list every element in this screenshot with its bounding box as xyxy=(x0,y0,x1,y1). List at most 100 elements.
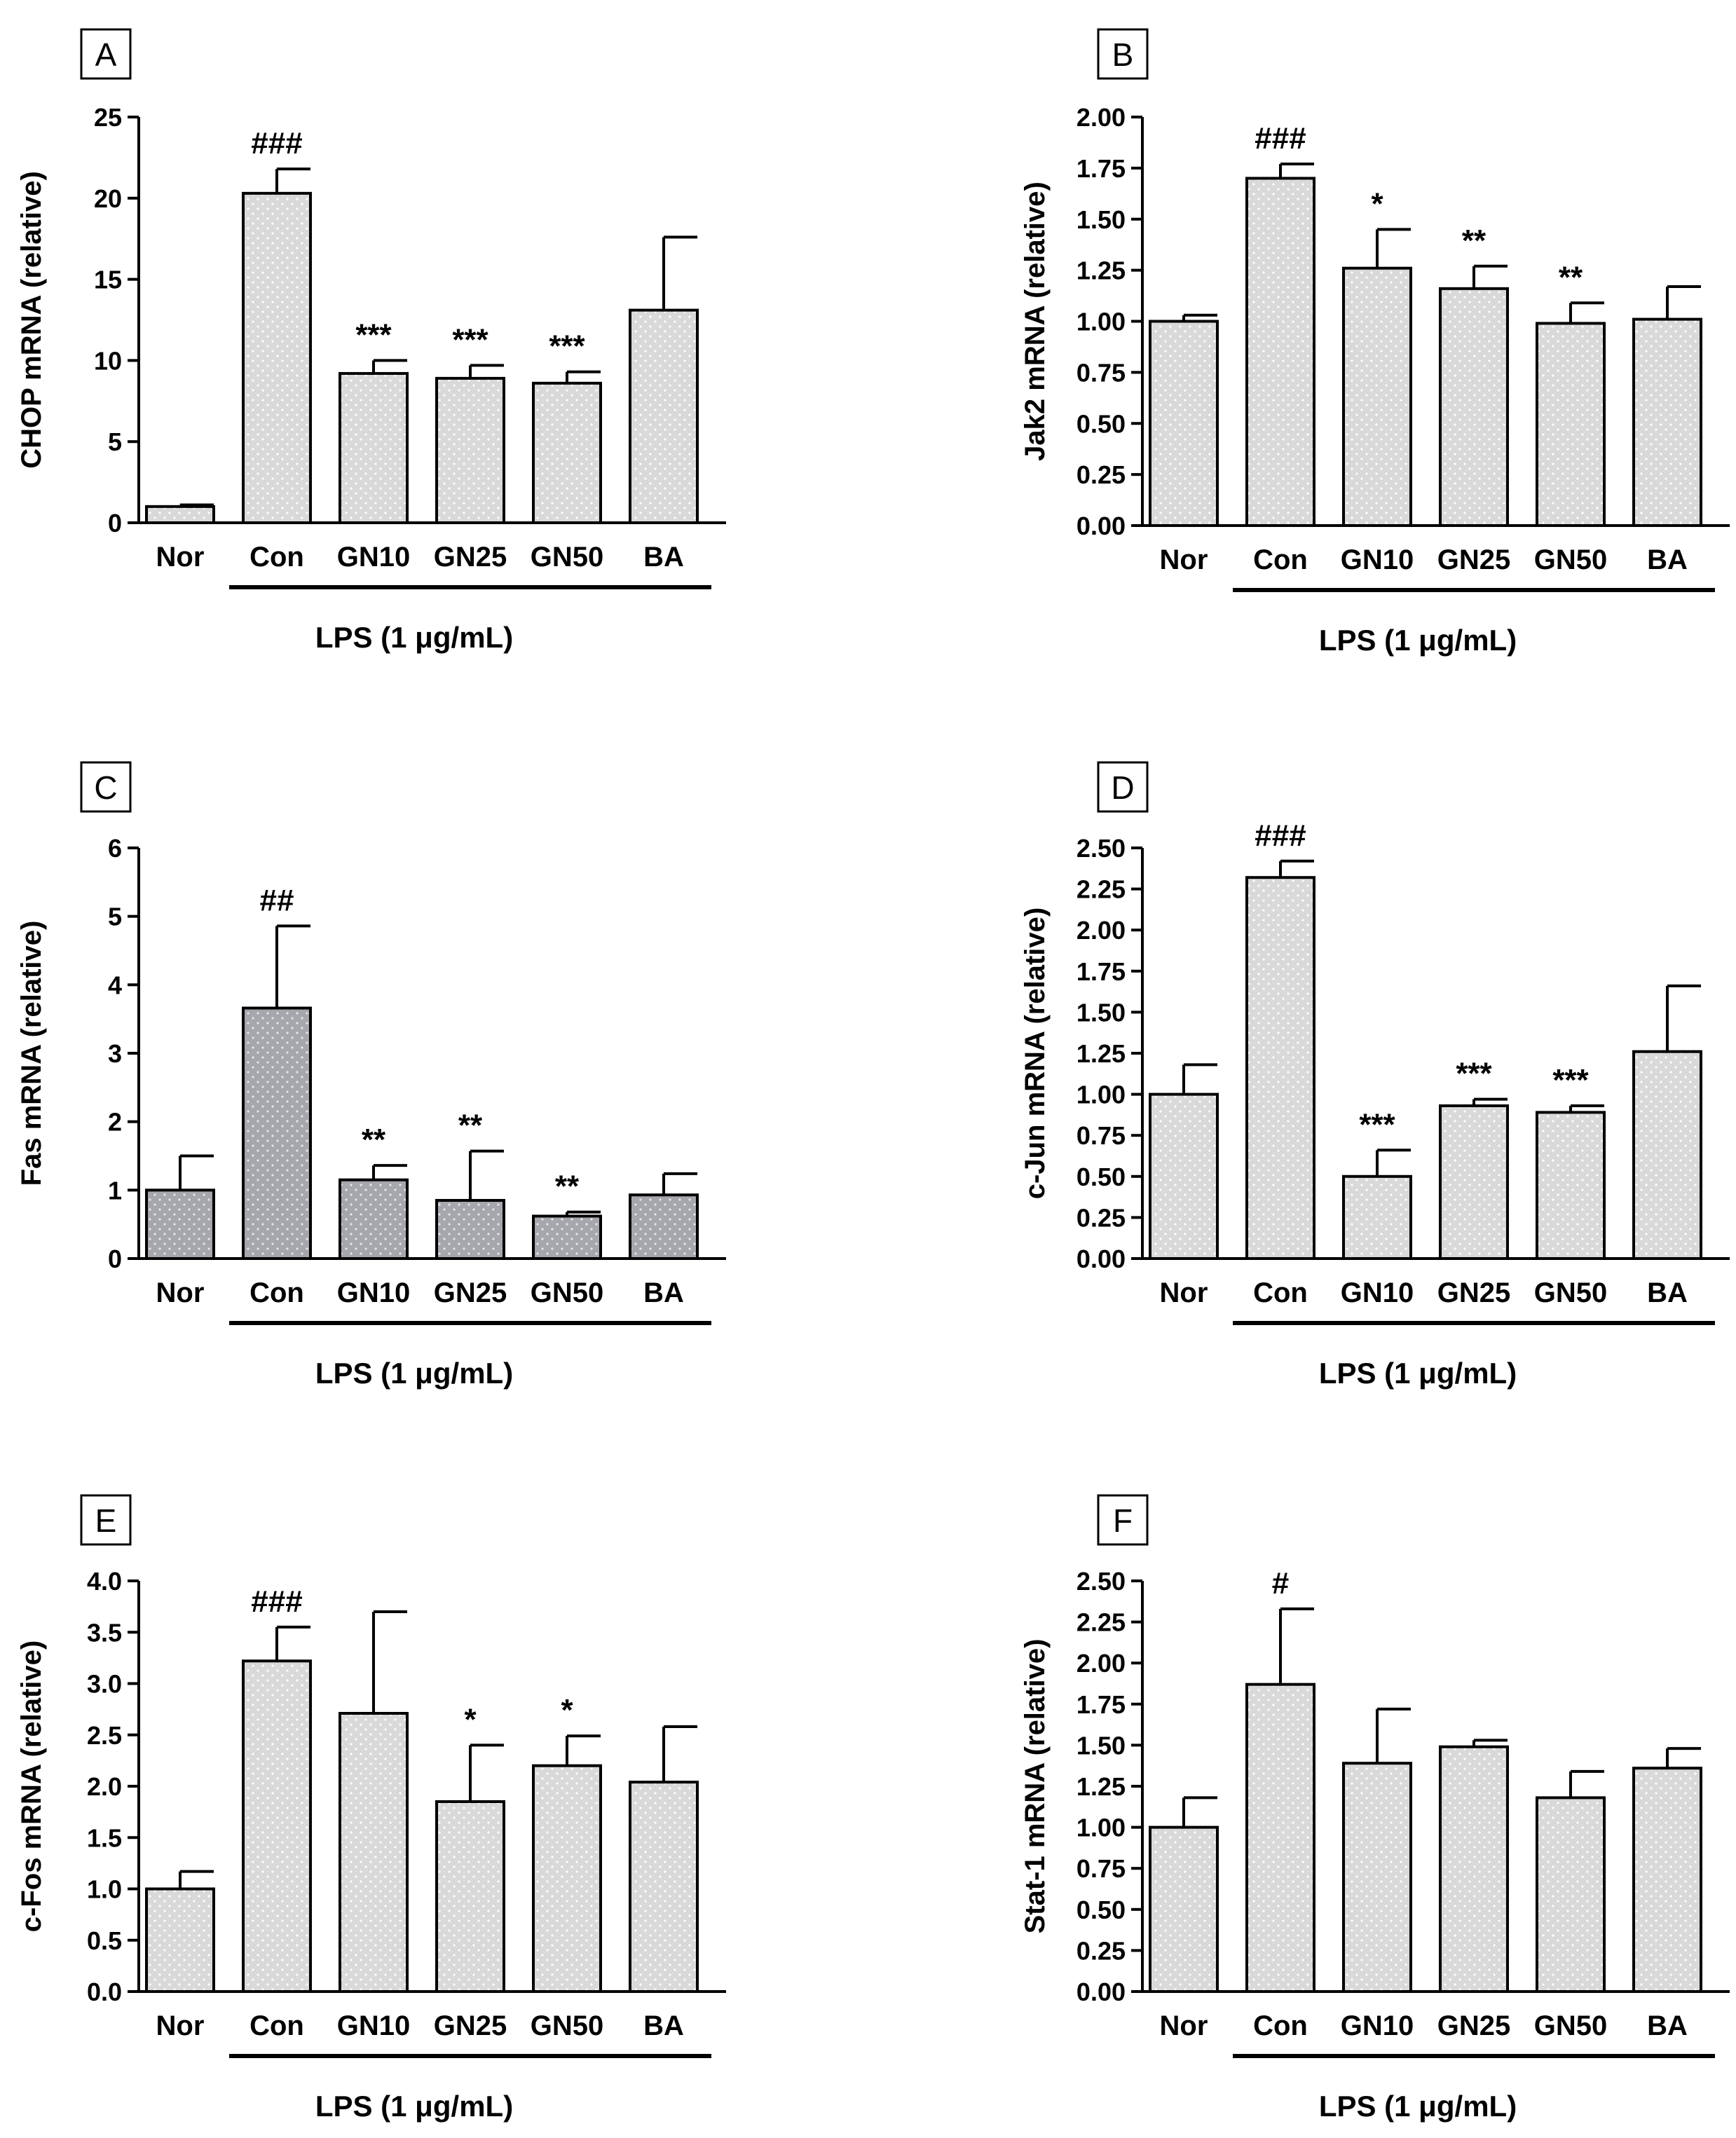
y-axis-label: c-Jun mRNA (relative) xyxy=(1020,907,1051,1199)
panel-letter: D xyxy=(1111,769,1134,806)
panel-letter-box xyxy=(80,1494,132,1546)
significance-label: ### xyxy=(1255,818,1306,853)
significance-label: *** xyxy=(1456,1057,1492,1091)
bar-ba xyxy=(1632,317,1702,527)
y-tick-label: 1.75 xyxy=(1077,957,1126,986)
panel-letter-box xyxy=(80,28,132,80)
category-label-ba: BA xyxy=(643,542,684,573)
lps-label: LPS (1 μg/mL) xyxy=(315,621,513,654)
y-tick-label: 1.00 xyxy=(1077,308,1126,336)
y-tick-label: 1 xyxy=(108,1176,122,1205)
lps-label: LPS (1 μg/mL) xyxy=(1319,624,1517,657)
chart-panel-b: B 0.00 0.25 0.50 0.75 1.00 1.25 1.50 1.75 2.00 Jak… xyxy=(1020,28,1730,657)
y-tick-label: 1.0 xyxy=(87,1875,122,1904)
category-label-gn50: GN50 xyxy=(531,2010,604,2041)
y-axis-label: Jak2 mRNA (relative) xyxy=(1020,181,1051,461)
bar-gn10 xyxy=(339,1178,409,1261)
category-label-gn50: GN50 xyxy=(1534,544,1608,575)
category-label-gn10: GN10 xyxy=(1341,1277,1414,1308)
significance-label: # xyxy=(1272,1566,1289,1601)
y-tick-label: 2.5 xyxy=(87,1721,122,1750)
bar-gn25 xyxy=(1439,287,1509,527)
panel-letter: B xyxy=(1112,36,1134,73)
bar-nor xyxy=(145,1887,215,1993)
panel-letter: E xyxy=(95,1502,117,1539)
category-label-nor: Nor xyxy=(156,1277,205,1308)
y-tick-label: 0.50 xyxy=(1077,1163,1126,1191)
y-tick-label: 0.50 xyxy=(1077,409,1126,438)
bar-ba xyxy=(629,308,699,524)
bar-ba xyxy=(629,1781,699,1993)
panel-letter-box xyxy=(80,761,132,813)
y-tick-label: 1.5 xyxy=(87,1823,122,1852)
y-tick-label: 1.50 xyxy=(1077,205,1126,234)
panel-letter-box xyxy=(1097,28,1149,80)
lps-label: LPS (1 μg/mL) xyxy=(1319,2090,1517,2123)
y-tick-label: 1.00 xyxy=(1077,1081,1126,1109)
significance-label: *** xyxy=(1359,1107,1395,1142)
y-tick-label: 10 xyxy=(94,346,122,375)
significance-label: * xyxy=(561,1693,573,1727)
bar-gn10 xyxy=(1342,266,1412,527)
category-label-gn10: GN10 xyxy=(1341,2010,1414,2041)
category-label-ba: BA xyxy=(1647,1277,1688,1308)
significance-label: ** xyxy=(458,1109,483,1143)
y-tick-label: 0.75 xyxy=(1077,358,1126,387)
panel-letter-box xyxy=(1097,1494,1149,1546)
y-tick-label: 1.25 xyxy=(1077,1772,1126,1801)
chart-panel-f: F 0.00 0.25 0.50 0.75 1.00 1.25 1.50 1.75 2.00 2.2… xyxy=(1020,1494,1730,2123)
chart-panel-d: D 0.00 0.25 0.50 0.75 1.00 1.25 1.50 1.75 2.00 2.2… xyxy=(1020,761,1730,1390)
significance-label: ### xyxy=(251,1584,302,1619)
y-axis-label: c-Fos mRNA (relative) xyxy=(16,1640,47,1932)
bar-con xyxy=(1245,876,1315,1260)
y-tick-label: 5 xyxy=(108,427,122,456)
bar-nor xyxy=(145,505,215,525)
category-label-gn25: GN25 xyxy=(434,1277,507,1308)
bar-con xyxy=(242,191,312,524)
category-label-con: Con xyxy=(1253,544,1308,575)
category-label-gn10: GN10 xyxy=(337,1277,411,1308)
lps-label: LPS (1 μg/mL) xyxy=(315,2090,513,2123)
significance-label: ** xyxy=(1462,224,1486,258)
significance-label: ### xyxy=(1255,121,1306,156)
bar-gn25 xyxy=(435,376,505,524)
y-tick-label: 1.50 xyxy=(1077,998,1126,1027)
y-axis-label: Fas mRNA (relative) xyxy=(16,921,47,1186)
bar-ba xyxy=(1632,1767,1702,1994)
y-tick-label: 0.25 xyxy=(1077,1203,1126,1232)
panel-letter: A xyxy=(95,36,117,73)
category-label-gn10: GN10 xyxy=(337,2010,411,2041)
y-tick-label: 0.00 xyxy=(1077,1978,1126,2006)
y-tick-label: 0.0 xyxy=(87,1978,122,2006)
bar-gn50 xyxy=(532,1214,602,1260)
y-tick-label: 0.25 xyxy=(1077,460,1126,489)
y-tick-label: 6 xyxy=(108,834,122,863)
lps-label: LPS (1 μg/mL) xyxy=(315,1357,513,1390)
category-label-gn50: GN50 xyxy=(1534,1277,1608,1308)
bar-gn25 xyxy=(435,1800,505,1994)
chart-panel-e: E 0.0 0.5 1.0 1.5 2.0 2.5 3.0 3.5 4.0 c-Fos mRNA (… xyxy=(16,1494,726,2123)
significance-label: *** xyxy=(1552,1063,1589,1097)
y-tick-label: 15 xyxy=(94,266,122,294)
bar-con xyxy=(242,1659,312,1994)
category-label-con: Con xyxy=(250,1277,304,1308)
significance-label: *** xyxy=(452,322,488,357)
category-label-gn25: GN25 xyxy=(1437,2010,1511,2041)
y-tick-label: 0 xyxy=(108,509,122,537)
category-label-nor: Nor xyxy=(1160,2010,1208,2041)
category-label-nor: Nor xyxy=(156,542,205,573)
category-label-ba: BA xyxy=(643,2010,684,2041)
category-label-nor: Nor xyxy=(1160,544,1208,575)
y-tick-label: 4 xyxy=(108,971,122,999)
category-label-con: Con xyxy=(1253,2010,1308,2041)
category-label-ba: BA xyxy=(1647,2010,1688,2041)
bar-gn10 xyxy=(339,371,409,524)
y-tick-label: 0.75 xyxy=(1077,1854,1126,1883)
significance-label: ## xyxy=(260,883,294,917)
bar-nor xyxy=(1149,1092,1219,1260)
panel-letter: C xyxy=(94,769,117,806)
panel-letter-box xyxy=(1097,761,1149,813)
y-tick-label: 2.0 xyxy=(87,1772,122,1801)
y-tick-label: 5 xyxy=(108,903,122,931)
